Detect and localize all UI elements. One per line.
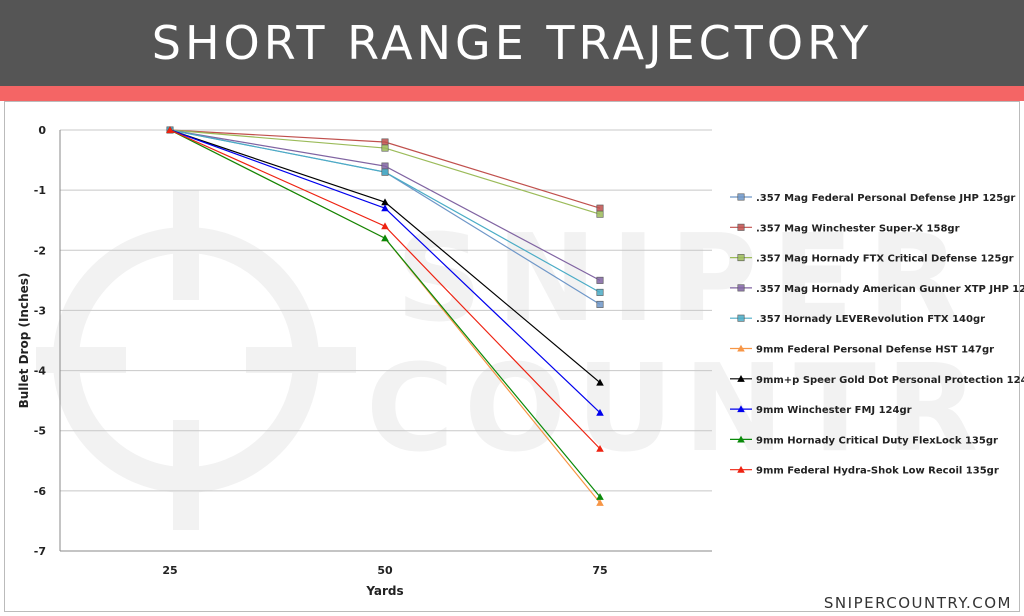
data-point [596,493,604,500]
legend-entry-9: 9mm Hornady Critical Duty FlexLock 135gr [730,435,998,446]
series-1 [166,126,604,308]
y-tick-label: -1 [34,184,46,197]
x-tick-label: 75 [592,564,607,577]
chart-frame [4,101,1020,612]
title-banner: SHORT RANGE TRAJECTORY [0,0,1024,86]
legend-marker [737,254,745,262]
data-point [381,234,389,242]
legend-label: 9mm Federal Personal Defense HST 147gr [756,345,994,356]
legend-entry-1: .357 Mag Federal Personal Defense JHP 12… [730,193,1015,204]
data-point [166,126,174,134]
data-point [381,138,389,146]
legend-label: .357 Mag Winchester Super-X 158gr [756,223,960,234]
y-tick-label: 0 [38,124,46,137]
legend-entry-6: 9mm Federal Personal Defense HST 147gr [730,345,994,356]
legend-entry-5: .357 Hornady LEVERevolution FTX 140gr [730,314,985,325]
data-point [596,444,604,452]
data-point [381,162,389,170]
y-tick-label: -3 [34,304,46,317]
y-tick-label: -5 [34,425,46,438]
legend-marker [737,465,745,473]
legend-label: 9mm Federal Hydra-Shok Low Recoil 135gr [756,466,999,477]
x-axis-label: Yards [365,584,403,598]
data-point [381,204,389,212]
legend-entry-10: 9mm Federal Hydra-Shok Low Recoil 135gr [730,466,999,477]
legend-marker [737,193,745,201]
data-point [381,168,389,176]
series-line [169,129,601,498]
y-axis-label: Bullet Drop (Inches) [17,273,31,409]
legend-label: 9mm Winchester FMJ 124gr [756,405,912,416]
data-point [596,378,604,386]
legend-label: .357 Mag Federal Personal Defense JHP 12… [756,193,1015,204]
y-tick-label: -7 [34,545,46,558]
legend-entry-4: .357 Mag Hornady American Gunner XTP JHP… [730,284,1024,295]
site-footer: SNIPERCOUNTRY.COM [823,594,1012,612]
legend: .357 Mag Federal Personal Defense JHP 12… [730,193,1024,477]
legend-marker [737,284,745,292]
data-point [381,198,389,206]
grid [60,129,712,552]
legend-entry-8: 9mm Winchester FMJ 124gr [730,405,912,416]
legend-marker [737,344,745,352]
legend-label: .357 Hornady LEVERevolution FTX 140gr [756,314,985,325]
y-tick-label: -4 [34,365,47,378]
legend-marker [737,314,745,322]
legend-marker [737,405,745,413]
axes: 0 -1 -2 -3 -4 -5 -6 -7 25 50 75 Yards Bullet Drop (I… [17,124,712,598]
legend-entry-2: .357 Mag Winchester Super-X 158gr [730,223,960,234]
x-tick-label: 25 [162,564,177,577]
series-line [169,129,601,305]
data-point [381,222,389,230]
y-tick-label: -2 [34,244,46,257]
legend-label: .357 Mag Hornady FTX Critical Defense 12… [756,254,1014,265]
data-point [596,276,604,284]
series-line [169,129,601,504]
legend-marker [737,223,745,231]
data-point [596,408,604,416]
series [166,126,604,506]
legend-label: 9mm Hornady Critical Duty FlexLock 135gr [756,435,998,446]
legend-marker [737,435,745,443]
legend-label: .357 Mag Hornady American Gunner XTP JHP… [756,284,1024,295]
x-tick-label: 50 [377,564,393,577]
chart-title: SHORT RANGE TRAJECTORY [151,16,873,70]
data-point [596,288,604,296]
data-point [596,300,604,308]
legend-marker [737,375,745,382]
legend-entry-3: .357 Mag Hornady FTX Critical Defense 12… [730,254,1014,265]
data-point [596,499,604,506]
data-point [596,210,604,218]
y-tick-label: -6 [34,485,47,498]
accent-stripe [0,86,1024,101]
data-point [381,144,389,152]
legend-entry-7: 9mm+p Speer Gold Dot Personal Protection… [730,375,1024,386]
series-10 [166,126,604,452]
data-point [596,204,604,212]
series-6 [166,126,604,506]
series-9 [166,126,604,500]
series-line [169,129,601,450]
legend-label: 9mm+p Speer Gold Dot Personal Protection… [756,375,1024,386]
